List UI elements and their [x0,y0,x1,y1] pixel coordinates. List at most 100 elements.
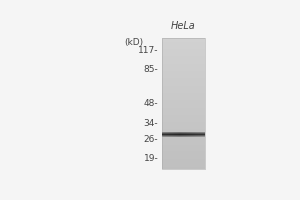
Bar [162,117,205,119]
Bar [162,137,205,138]
Bar [162,112,205,113]
Text: (kD): (kD) [124,38,143,47]
Bar [162,88,205,89]
Bar [162,126,205,127]
Bar [162,74,205,75]
Bar [162,157,205,158]
Bar [162,97,205,98]
Bar [162,128,205,129]
Bar [162,99,205,100]
Bar [162,109,205,110]
Bar [162,136,205,137]
Bar [162,39,205,40]
Bar [162,160,205,161]
Bar [162,100,205,101]
Bar [162,129,205,131]
Bar [162,75,205,76]
Bar [162,92,205,93]
Text: 117-: 117- [138,46,158,55]
Bar [162,124,205,125]
Bar [162,45,205,47]
Bar [162,54,205,55]
Bar [162,53,205,54]
Bar [162,91,205,92]
Bar [162,127,205,128]
Bar [162,63,205,64]
Bar [162,102,205,103]
Bar [162,149,205,150]
Bar [162,156,205,157]
Text: 34-: 34- [144,119,158,128]
Bar [162,42,205,43]
Bar [162,93,205,95]
Bar [162,141,205,143]
Bar [162,155,205,156]
Bar [162,66,205,67]
Bar [162,146,205,147]
Bar [162,165,205,167]
Bar [162,79,205,80]
Bar [162,111,205,112]
Bar [162,41,205,42]
Bar [162,107,205,108]
Bar [162,119,205,120]
Text: 19-: 19- [144,154,158,163]
Bar [162,49,205,50]
Bar [162,65,205,66]
Text: HeLa: HeLa [171,21,196,31]
Bar [162,153,205,155]
Bar [162,113,205,114]
Bar [162,144,205,145]
Bar [162,71,205,72]
Bar [162,67,205,68]
Bar [162,38,205,169]
Bar [162,98,205,99]
Bar [162,114,205,115]
Bar [162,44,205,45]
Bar [162,90,205,91]
Bar [162,163,205,164]
Bar [162,145,205,146]
Bar [162,151,205,152]
Bar [162,150,205,151]
Bar [162,104,205,105]
Bar [162,51,205,52]
Bar [162,110,205,111]
Bar [162,158,205,159]
Bar [162,95,205,96]
Bar [162,164,205,165]
Bar [162,162,205,163]
Bar [162,69,205,71]
Bar [162,73,205,74]
Bar [162,72,205,73]
Bar [162,168,205,169]
Bar [162,140,205,141]
Bar [162,48,205,49]
Bar [162,103,205,104]
Bar [162,161,205,162]
Bar [162,52,205,53]
Bar [162,84,205,85]
Bar [162,122,205,123]
Bar [162,43,205,44]
Bar [162,61,205,62]
Bar [162,159,205,160]
Bar [162,55,205,56]
Bar [162,138,205,139]
Bar [162,108,205,109]
Bar [162,89,205,90]
Bar [162,139,205,140]
Bar [162,120,205,121]
Bar [162,78,205,79]
Bar [162,101,205,102]
Bar [162,148,205,149]
Bar [162,121,205,122]
Bar [162,115,205,116]
Bar [162,131,205,132]
Bar [162,105,205,107]
Bar [162,135,205,136]
Bar [162,77,205,78]
Bar [162,80,205,81]
Bar [162,64,205,65]
Bar [162,56,205,57]
